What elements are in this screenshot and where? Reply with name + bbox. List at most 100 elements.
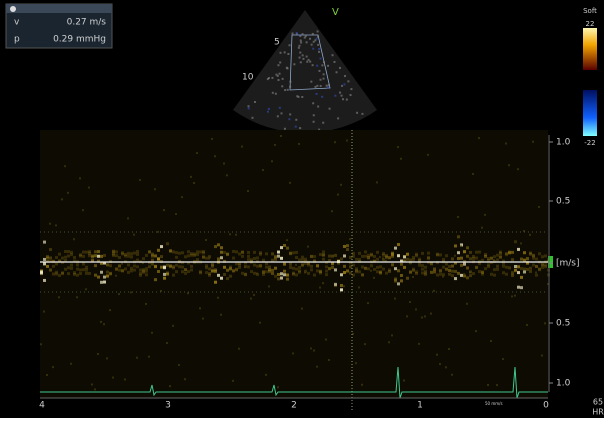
speckle xyxy=(355,267,358,270)
speckle xyxy=(424,272,427,275)
speckle xyxy=(520,258,523,261)
noise xyxy=(295,264,297,266)
speckle xyxy=(196,250,199,253)
speckle xyxy=(529,270,532,273)
noise xyxy=(154,188,156,190)
speckle xyxy=(481,270,484,273)
speckle xyxy=(376,266,379,269)
noise xyxy=(427,154,429,156)
noise xyxy=(478,137,480,139)
speckle xyxy=(361,113,363,115)
velocity-label: [m/s] xyxy=(556,259,580,269)
speckle xyxy=(355,270,358,273)
speckle xyxy=(535,265,538,268)
speckle xyxy=(316,264,319,267)
speckle xyxy=(511,271,514,274)
speckle xyxy=(265,270,268,273)
speckle xyxy=(169,249,172,252)
noise xyxy=(181,196,183,198)
noise xyxy=(115,275,117,277)
noise xyxy=(412,276,414,278)
speckle xyxy=(253,251,256,254)
noise xyxy=(286,239,288,241)
speckle xyxy=(282,78,284,80)
speckle xyxy=(184,268,187,271)
speckle xyxy=(466,266,469,269)
speckle xyxy=(472,272,475,275)
speckle xyxy=(313,121,315,123)
speckle xyxy=(317,36,319,38)
noise xyxy=(70,363,72,365)
noise xyxy=(262,169,264,171)
speckle xyxy=(64,250,67,253)
speckle xyxy=(299,52,301,54)
noise xyxy=(379,256,381,258)
speckle xyxy=(424,266,427,269)
noise xyxy=(109,309,111,311)
noise xyxy=(316,366,318,368)
speckle xyxy=(235,262,238,265)
speckle xyxy=(341,85,343,87)
speckle xyxy=(202,251,205,254)
speckle xyxy=(251,117,253,119)
noise xyxy=(55,224,57,226)
noise xyxy=(94,388,96,390)
speckle xyxy=(334,268,337,271)
speckle xyxy=(322,254,325,257)
speckle xyxy=(295,268,298,271)
noise xyxy=(211,138,213,140)
speckle xyxy=(199,270,202,273)
speckle xyxy=(139,274,142,277)
speckle xyxy=(343,265,346,268)
close-icon[interactable] xyxy=(10,6,16,12)
speckle xyxy=(55,256,58,259)
speckle xyxy=(274,267,277,270)
speckle xyxy=(88,254,91,257)
time-label: 1 xyxy=(417,401,423,411)
speckle xyxy=(376,251,379,254)
noise xyxy=(460,245,462,247)
speckle xyxy=(329,108,331,110)
speckle xyxy=(496,258,499,261)
noise xyxy=(445,366,447,368)
speckle xyxy=(97,250,100,253)
speckle xyxy=(318,48,320,50)
speckle xyxy=(487,263,490,266)
noise xyxy=(481,227,483,229)
speckle xyxy=(331,262,334,265)
speckle xyxy=(496,265,499,268)
noise xyxy=(292,352,294,354)
noise xyxy=(121,263,123,265)
noise xyxy=(382,257,384,259)
speckle xyxy=(43,279,46,282)
speckle xyxy=(292,32,294,34)
noise xyxy=(67,192,69,194)
speckle xyxy=(302,54,304,56)
speckle xyxy=(301,256,304,259)
noise xyxy=(508,164,510,166)
speckle xyxy=(49,269,52,272)
noise xyxy=(469,271,471,273)
speckle xyxy=(175,270,178,273)
noise xyxy=(490,340,492,342)
noise xyxy=(466,303,468,305)
noise xyxy=(391,334,393,336)
speckle xyxy=(340,258,343,261)
speckle xyxy=(67,250,70,253)
speckle xyxy=(43,258,46,261)
speckle xyxy=(100,281,103,284)
speckle xyxy=(382,268,385,271)
speckle xyxy=(293,63,295,65)
speckle xyxy=(523,267,526,270)
speckle xyxy=(532,263,535,266)
speckle xyxy=(406,258,409,261)
noise xyxy=(226,174,228,176)
noise xyxy=(127,217,129,219)
speckle xyxy=(271,77,273,79)
speckle xyxy=(217,257,220,260)
speckle xyxy=(391,252,394,255)
speckle xyxy=(313,114,315,116)
noise xyxy=(280,135,282,137)
noise xyxy=(118,293,120,295)
speckle xyxy=(298,45,300,47)
